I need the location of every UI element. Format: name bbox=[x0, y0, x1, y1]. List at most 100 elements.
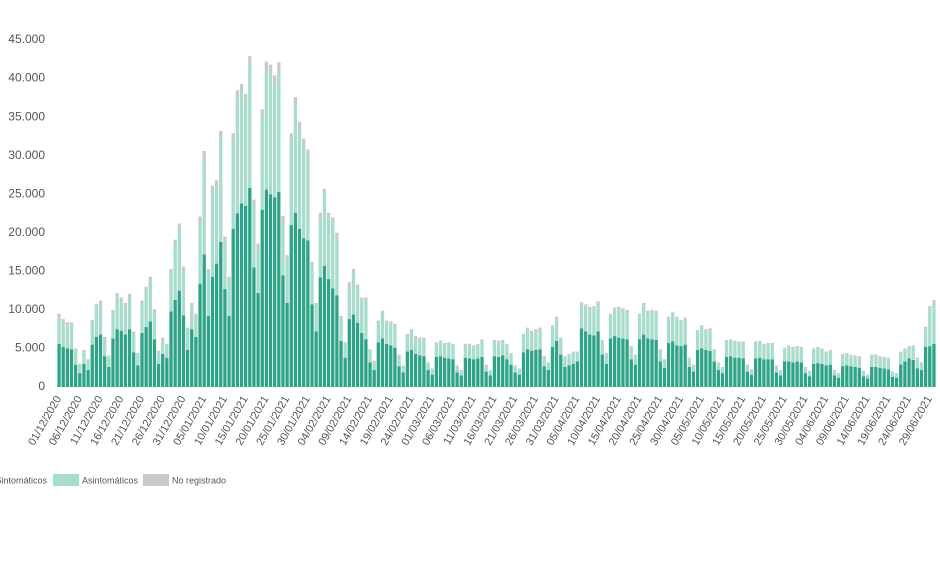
bar-segment bbox=[919, 362, 924, 364]
bar-segment bbox=[409, 329, 414, 332]
bar-segment bbox=[103, 356, 107, 387]
bar-segment bbox=[857, 356, 861, 358]
bar-segment bbox=[787, 361, 791, 387]
bar-segment bbox=[575, 361, 580, 387]
bar-segment bbox=[459, 370, 463, 371]
bar-segment bbox=[613, 336, 617, 387]
bar-segment bbox=[579, 328, 584, 387]
bar-segment bbox=[683, 344, 687, 387]
bar-segment bbox=[198, 216, 202, 222]
bar-segment bbox=[103, 336, 107, 340]
bar-segment bbox=[82, 363, 86, 387]
bar-segment bbox=[339, 316, 343, 319]
bar-segment bbox=[355, 284, 360, 288]
bar-segment bbox=[119, 297, 123, 302]
bar-segment bbox=[351, 269, 356, 273]
bar-segment bbox=[865, 375, 870, 379]
bar-segment bbox=[758, 357, 762, 387]
bar-segment bbox=[368, 350, 372, 363]
bar-segment bbox=[86, 359, 90, 361]
bar-segment bbox=[451, 359, 455, 387]
bar-segment bbox=[571, 353, 575, 364]
bar-segment bbox=[132, 352, 136, 387]
bar-segment bbox=[488, 375, 492, 387]
bar-segment bbox=[285, 255, 289, 260]
bar-segment bbox=[841, 353, 845, 356]
bar-segment bbox=[666, 319, 671, 344]
bar-segment bbox=[633, 364, 638, 387]
bar-segment bbox=[903, 361, 907, 387]
bar-segment bbox=[144, 286, 148, 291]
bar-segment bbox=[637, 316, 642, 340]
bar-segment bbox=[803, 366, 808, 368]
bar-segment bbox=[812, 348, 816, 350]
bar-segment bbox=[451, 345, 455, 360]
bar-segment bbox=[853, 356, 857, 367]
y-tick-label: 5.000 bbox=[15, 341, 45, 355]
bar-segment bbox=[724, 341, 729, 357]
bar-segment bbox=[190, 329, 194, 387]
bar-segment bbox=[239, 91, 244, 204]
bar-segment bbox=[708, 330, 712, 351]
bar-segment bbox=[509, 354, 513, 365]
bar-segment bbox=[372, 362, 376, 371]
bar-segment bbox=[194, 313, 198, 317]
bar-segment bbox=[621, 308, 625, 311]
bar-segment bbox=[260, 117, 264, 210]
bar-segment bbox=[484, 371, 488, 387]
bar-segment bbox=[293, 97, 298, 105]
bar-segment bbox=[248, 64, 252, 189]
bar-segment bbox=[671, 312, 675, 315]
bar-segment bbox=[567, 355, 571, 366]
bar-segment bbox=[347, 282, 351, 286]
bar-segment bbox=[73, 348, 78, 351]
bar-segment bbox=[758, 342, 762, 358]
bar-segment bbox=[878, 357, 882, 368]
bar-segment bbox=[828, 349, 832, 352]
bar-segment bbox=[472, 346, 476, 360]
bar-segment bbox=[397, 366, 401, 387]
bar-segment bbox=[165, 357, 169, 387]
bar-segment bbox=[824, 365, 828, 387]
bar-segment bbox=[310, 265, 314, 305]
bar-segment bbox=[592, 308, 596, 336]
bar-segment bbox=[214, 186, 219, 264]
bar-segment bbox=[733, 342, 737, 358]
bar-segment bbox=[335, 236, 339, 296]
bar-segment bbox=[646, 312, 650, 339]
bar-segment bbox=[899, 364, 903, 387]
bar-segment bbox=[463, 357, 468, 387]
bar-segment bbox=[496, 340, 501, 343]
bar-segment bbox=[69, 349, 74, 387]
bar-segment bbox=[932, 343, 936, 387]
bar-segment bbox=[571, 363, 575, 387]
bar-segment bbox=[675, 316, 679, 320]
bar-segment bbox=[861, 371, 866, 377]
bar-segment bbox=[57, 317, 61, 344]
bar-segment bbox=[451, 343, 455, 346]
y-tick-label: 0 bbox=[38, 379, 45, 393]
bar-segment bbox=[691, 365, 696, 372]
bar-segment bbox=[563, 356, 567, 358]
bar-segment bbox=[422, 339, 426, 357]
bar-segment bbox=[894, 373, 899, 378]
bar-segment bbox=[364, 297, 368, 301]
bar-segment bbox=[476, 343, 480, 346]
bar-segment bbox=[799, 346, 803, 349]
bar-segment bbox=[393, 323, 397, 327]
bar-segment bbox=[413, 338, 418, 354]
bar-segment bbox=[310, 262, 314, 266]
bar-segment bbox=[816, 363, 820, 387]
bar-segment bbox=[554, 316, 559, 320]
bar-segment bbox=[181, 315, 186, 387]
bar-segment bbox=[243, 93, 248, 102]
bar-segment bbox=[583, 304, 588, 307]
bar-segment bbox=[592, 335, 596, 387]
bar-segment bbox=[894, 377, 899, 387]
bar-segment bbox=[604, 354, 609, 364]
bar-segment bbox=[774, 366, 779, 373]
bar-segment bbox=[268, 194, 273, 387]
bar-segment bbox=[289, 133, 293, 141]
bar-segment bbox=[783, 347, 787, 350]
bar-segment bbox=[928, 308, 932, 347]
